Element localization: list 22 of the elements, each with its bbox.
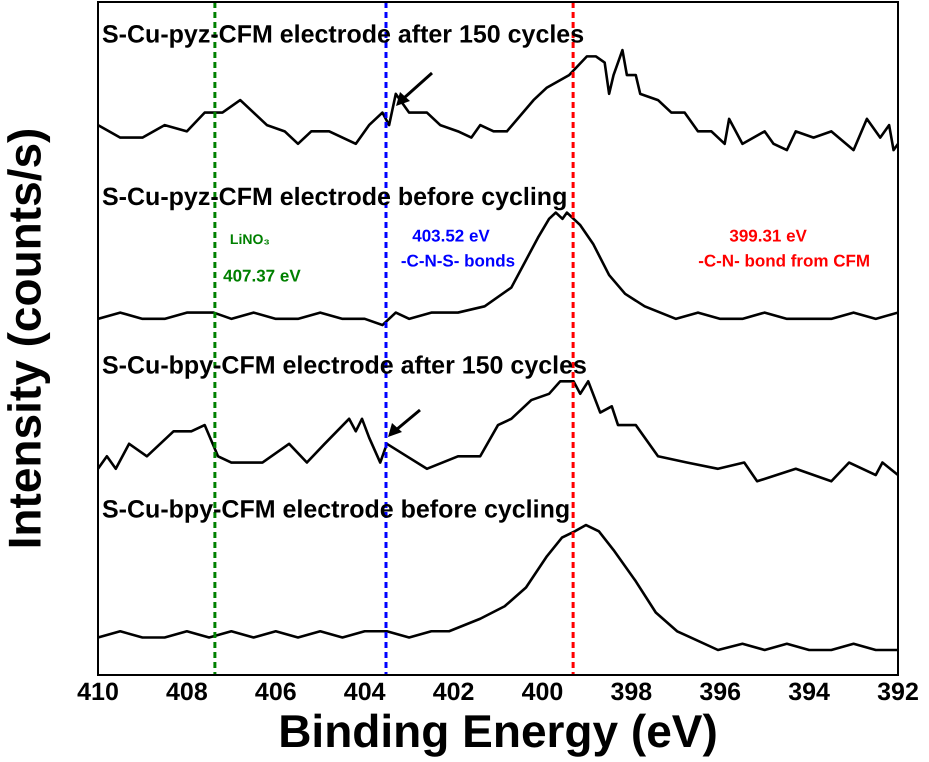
x-tick-label: 396: [699, 678, 742, 706]
x-axis-title: Binding Energy (eV): [278, 705, 718, 758]
x-tick-label: 394: [788, 678, 830, 706]
series-label: S-Cu-pyz-CFM electrode before cycling: [102, 182, 568, 211]
annotation: 399.31 eV: [729, 226, 808, 246]
x-tick-label: 404: [344, 678, 386, 706]
x-tick-label: 400: [522, 678, 564, 706]
annotation: 407.37 eV: [223, 266, 302, 286]
series-label: S-Cu-bpy-CFM electrode after 150 cycles: [102, 352, 587, 380]
x-tick-label: 406: [254, 678, 297, 706]
x-tick-label: 392: [877, 678, 919, 706]
series-label: S-Cu-bpy-CFM electrode before cycling: [102, 495, 570, 524]
x-tick-label: 402: [432, 678, 474, 706]
x-tick-label: 410: [77, 678, 119, 706]
annotation: 403.52 eV: [412, 226, 490, 246]
series-label: S-Cu-pyz-CFM electrode after 150 cycles: [102, 20, 584, 49]
annotation: -C-N-S- bonds: [400, 252, 516, 271]
annotation: -C-N- bond from CFM: [698, 252, 870, 271]
annotation: LiNO₃: [230, 230, 270, 247]
x-tick-label: 408: [166, 678, 208, 706]
x-tick-label: 398: [610, 678, 652, 706]
y-axis-title: Intensity (counts/s): [0, 128, 50, 550]
